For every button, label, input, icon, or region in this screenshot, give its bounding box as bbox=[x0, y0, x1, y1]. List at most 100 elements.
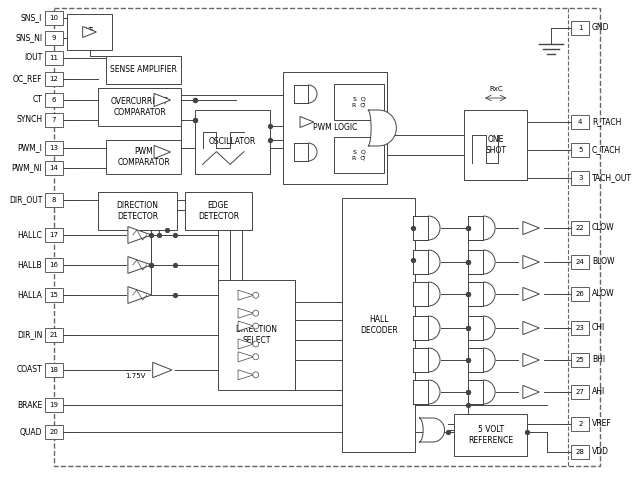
Text: 17: 17 bbox=[50, 232, 59, 238]
Text: PWM_NI: PWM_NI bbox=[12, 164, 42, 172]
Bar bbox=[54, 8, 600, 466]
Text: HALLC: HALLC bbox=[17, 230, 42, 240]
Text: 11: 11 bbox=[50, 55, 59, 61]
Text: 5 VOLT
REFERENCE: 5 VOLT REFERENCE bbox=[468, 425, 513, 444]
Polygon shape bbox=[238, 339, 254, 349]
Bar bbox=[218, 280, 295, 390]
Bar bbox=[45, 72, 63, 86]
Text: OSCILLATOR: OSCILLATOR bbox=[209, 137, 256, 146]
Circle shape bbox=[253, 372, 259, 378]
Polygon shape bbox=[238, 352, 254, 362]
Polygon shape bbox=[83, 26, 97, 37]
Text: ONE
SHOT: ONE SHOT bbox=[485, 135, 506, 155]
Bar bbox=[45, 11, 63, 25]
Bar bbox=[185, 192, 252, 230]
Bar bbox=[45, 141, 63, 155]
Text: 6: 6 bbox=[52, 97, 56, 103]
Bar bbox=[195, 110, 269, 174]
Polygon shape bbox=[238, 308, 254, 318]
Text: 8: 8 bbox=[52, 197, 56, 203]
Bar bbox=[468, 380, 483, 404]
Bar bbox=[413, 316, 428, 340]
Polygon shape bbox=[523, 288, 540, 300]
Text: DIR_IN: DIR_IN bbox=[17, 331, 42, 339]
Bar bbox=[45, 288, 63, 302]
Bar bbox=[67, 14, 112, 50]
Text: 13: 13 bbox=[50, 145, 59, 151]
Bar bbox=[572, 353, 589, 367]
Text: HALL
DECODER: HALL DECODER bbox=[360, 315, 397, 335]
Text: TACH_OUT: TACH_OUT bbox=[592, 173, 632, 182]
Bar bbox=[45, 328, 63, 342]
Polygon shape bbox=[523, 353, 540, 367]
Polygon shape bbox=[300, 117, 314, 128]
Text: S  Q
R  Q̅: S Q R Q̅ bbox=[353, 96, 365, 108]
Bar bbox=[413, 380, 428, 404]
Bar bbox=[413, 216, 428, 240]
Bar bbox=[335, 84, 383, 120]
Polygon shape bbox=[128, 227, 152, 243]
Text: 20: 20 bbox=[50, 429, 59, 435]
Bar bbox=[106, 56, 181, 84]
Bar bbox=[454, 414, 527, 456]
Bar bbox=[572, 143, 589, 157]
Text: 25: 25 bbox=[576, 357, 585, 363]
Text: 1.75V: 1.75V bbox=[125, 373, 145, 379]
Polygon shape bbox=[238, 290, 254, 300]
Polygon shape bbox=[419, 418, 445, 442]
Text: PWM LOGIC: PWM LOGIC bbox=[313, 123, 357, 132]
Text: BLOW: BLOW bbox=[592, 257, 614, 266]
Circle shape bbox=[253, 323, 259, 329]
Text: 23: 23 bbox=[576, 325, 585, 331]
Bar bbox=[106, 140, 181, 174]
Text: 10: 10 bbox=[50, 15, 59, 21]
Text: CLOW: CLOW bbox=[592, 224, 614, 232]
Bar bbox=[99, 88, 181, 126]
Bar bbox=[45, 228, 63, 242]
Text: 14: 14 bbox=[50, 165, 59, 171]
Bar bbox=[45, 363, 63, 377]
Bar bbox=[45, 398, 63, 412]
Bar bbox=[464, 110, 527, 180]
Bar bbox=[572, 255, 589, 269]
Bar bbox=[413, 282, 428, 306]
Text: 24: 24 bbox=[576, 259, 585, 265]
Polygon shape bbox=[368, 110, 396, 146]
Bar bbox=[45, 93, 63, 107]
Text: X5: X5 bbox=[84, 27, 95, 36]
Text: OVERCURRENT
COMPARATOR: OVERCURRENT COMPARATOR bbox=[111, 97, 168, 117]
Bar bbox=[335, 137, 383, 173]
Text: 18: 18 bbox=[50, 367, 59, 373]
Polygon shape bbox=[523, 221, 540, 235]
Text: SENSE AMPLIFIER: SENSE AMPLIFIER bbox=[110, 65, 177, 74]
Polygon shape bbox=[154, 145, 171, 158]
Text: SYNCH: SYNCH bbox=[16, 116, 42, 124]
Bar bbox=[413, 348, 428, 372]
Text: VREF: VREF bbox=[592, 420, 612, 429]
Text: 3: 3 bbox=[578, 175, 582, 181]
Text: AHI: AHI bbox=[592, 387, 605, 396]
Polygon shape bbox=[128, 257, 152, 274]
Circle shape bbox=[253, 354, 259, 360]
Text: 7: 7 bbox=[52, 117, 56, 123]
Bar bbox=[572, 385, 589, 399]
Bar bbox=[45, 258, 63, 272]
Bar bbox=[572, 445, 589, 459]
Text: HALLB: HALLB bbox=[18, 261, 42, 269]
Bar bbox=[468, 316, 483, 340]
Text: BRAKE: BRAKE bbox=[17, 400, 42, 409]
Bar bbox=[468, 216, 483, 240]
Text: 16: 16 bbox=[50, 262, 59, 268]
Text: RxC: RxC bbox=[489, 86, 502, 92]
Polygon shape bbox=[238, 321, 254, 331]
Text: 5: 5 bbox=[578, 147, 582, 153]
Bar bbox=[45, 161, 63, 175]
Bar bbox=[45, 51, 63, 65]
Circle shape bbox=[253, 341, 259, 347]
Text: 15: 15 bbox=[50, 292, 59, 298]
Text: DIRECTION
DETECTOR: DIRECTION DETECTOR bbox=[116, 201, 159, 221]
Bar bbox=[572, 417, 589, 431]
Polygon shape bbox=[154, 94, 171, 107]
Bar bbox=[468, 348, 483, 372]
Bar bbox=[294, 143, 308, 161]
